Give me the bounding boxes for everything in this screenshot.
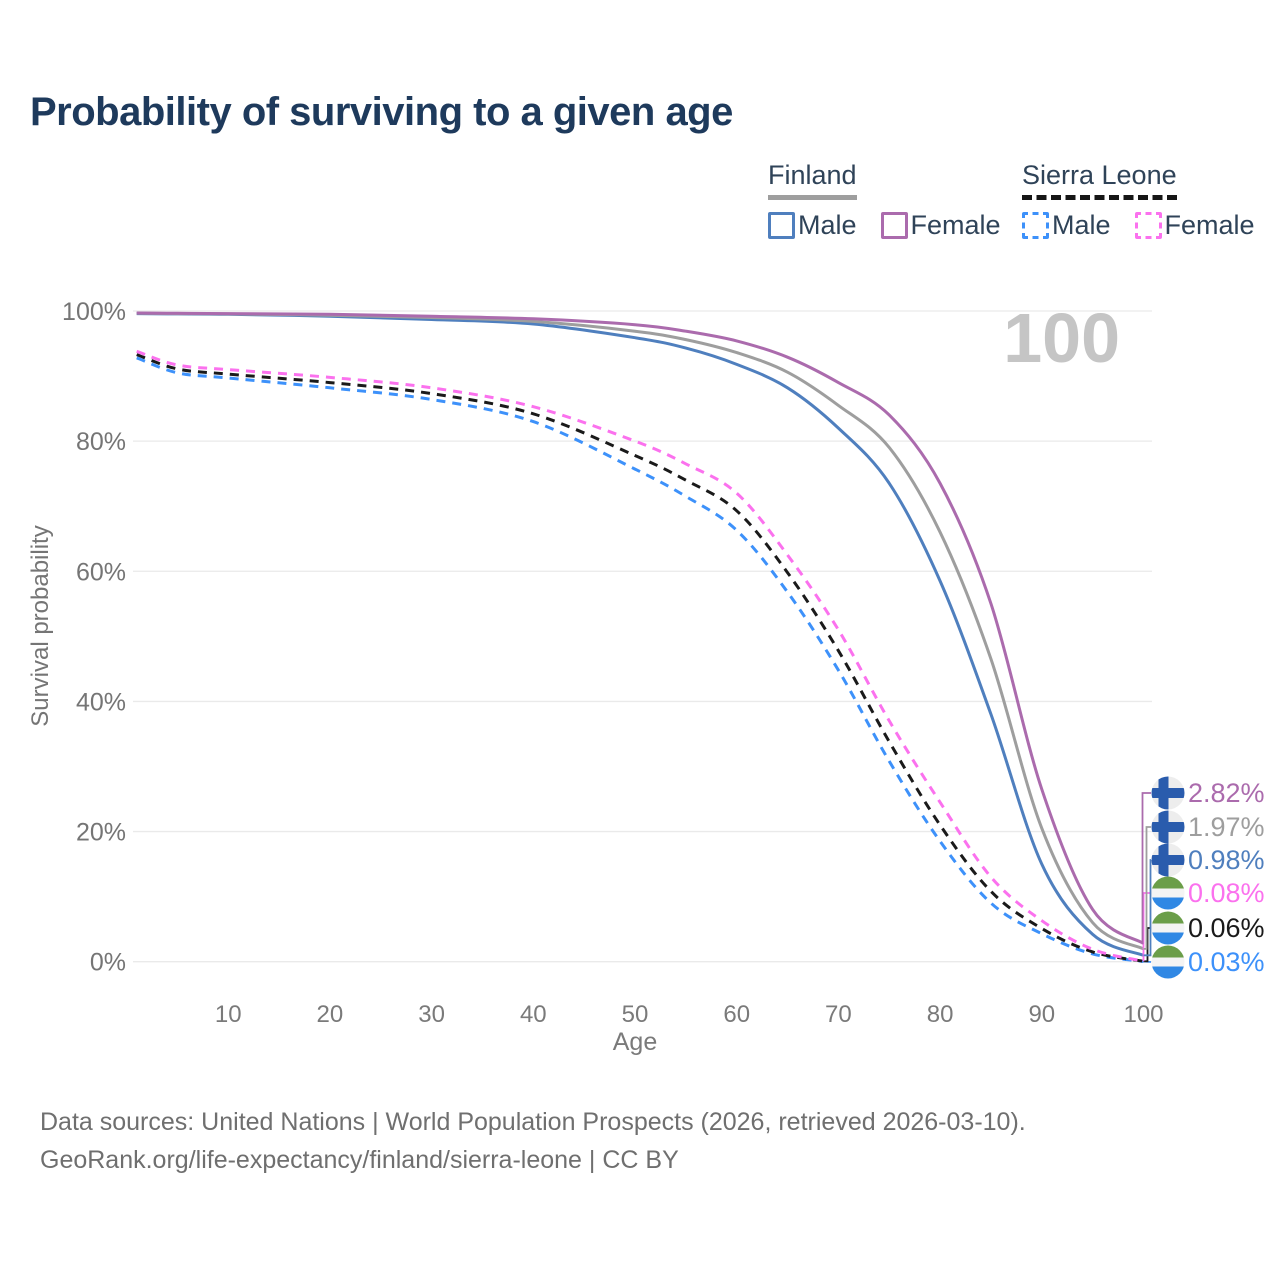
y-tick-label: 100%	[62, 298, 126, 326]
age-indicator: 100	[1003, 299, 1120, 377]
legend-item-finland-male[interactable]: Male	[768, 210, 857, 241]
end-label-sierra-leone-both-sexes: 0.06%	[1188, 913, 1265, 943]
leader-line-finland-both-sexes	[1143, 826, 1151, 950]
end-label-finland-both-sexes: 1.97%	[1188, 812, 1265, 842]
x-tick-label: 10	[215, 1001, 242, 1028]
x-tick-label: 30	[418, 1001, 445, 1028]
legend-group-sierra-leone: Sierra Leone Male Female	[1022, 160, 1255, 241]
leader-line-finland-female	[1141, 792, 1151, 945]
y-tick-label: 80%	[76, 428, 126, 456]
checkbox-sierra-leone-female[interactable]	[1134, 212, 1162, 239]
page-title: Probability of surviving to a given age	[30, 90, 733, 134]
end-label-finland-male: 0.98%	[1188, 845, 1265, 875]
x-tick-label: 70	[825, 1001, 852, 1028]
line-finland-both-sexes	[136, 311, 1145, 951]
checkbox-sierra-leone-male[interactable]	[1022, 212, 1049, 239]
leader-line-sierra-leone-female	[1142, 892, 1151, 962]
leader-line-finland-male	[1143, 859, 1152, 957]
finland-flag-icon	[1151, 843, 1185, 877]
end-label-sierra-leone-female: 0.08%	[1188, 878, 1265, 908]
x-tick-label: 40	[520, 1001, 547, 1028]
y-tick-label: 0%	[90, 949, 126, 977]
line-sierra-leone-male	[136, 356, 1144, 963]
leader-line-sierra-leone-both-sexes	[1143, 927, 1151, 963]
y-tick-label: 20%	[76, 819, 126, 847]
y-tick-label: 60%	[76, 558, 126, 586]
sierra-leone-flag-icon	[1151, 911, 1185, 945]
legend-heading-finland: Finland	[768, 160, 857, 200]
legend-item-sierra-leone-female[interactable]: Female	[1134, 210, 1255, 241]
checkbox-finland-male[interactable]	[768, 212, 795, 239]
x-axis-title: Age	[613, 1028, 657, 1056]
checkbox-finland-female[interactable]	[880, 212, 908, 239]
y-tick-label: 40%	[76, 688, 126, 716]
legend-item-finland-female[interactable]: Female	[880, 210, 1001, 241]
source-line-2: GeoRank.org/life-expectancy/finland/sier…	[40, 1146, 679, 1174]
source-line-1: Data sources: United Nations | World Pop…	[40, 1108, 1026, 1136]
x-tick-label: 60	[723, 1001, 750, 1028]
finland-flag-icon	[1151, 810, 1185, 844]
x-tick-label: 90	[1028, 1001, 1055, 1028]
legend-label-sierra-leone-female: Female	[1164, 210, 1255, 240]
legend-heading-sierra-leone: Sierra Leone	[1022, 160, 1177, 200]
end-label-sierra-leone-male: 0.03%	[1188, 947, 1265, 977]
x-tick-label: 100	[1123, 1001, 1163, 1028]
legend-item-sierra-leone-male[interactable]: Male	[1022, 210, 1111, 241]
x-tick-label: 20	[317, 1001, 344, 1028]
line-finland-male	[136, 312, 1145, 957]
x-tick-label: 80	[927, 1001, 954, 1028]
line-sierra-leone-female	[136, 349, 1144, 963]
y-axis-title: Survival probability	[27, 525, 54, 726]
finland-flag-icon	[1151, 776, 1185, 810]
x-tick-label: 50	[622, 1001, 649, 1028]
sierra-leone-flag-icon	[1151, 876, 1185, 910]
sierra-leone-flag-icon	[1151, 945, 1185, 979]
line-sierra-leone-both-sexes	[136, 353, 1144, 963]
legend-label-finland-female: Female	[910, 210, 1001, 240]
line-finland-female	[136, 311, 1145, 945]
legend-label-finland-male: Male	[798, 210, 857, 240]
end-label-finland-female: 2.82%	[1188, 778, 1265, 808]
legend-group-finland: Finland Male Female	[768, 160, 1001, 241]
legend-label-sierra-leone-male: Male	[1052, 210, 1111, 240]
